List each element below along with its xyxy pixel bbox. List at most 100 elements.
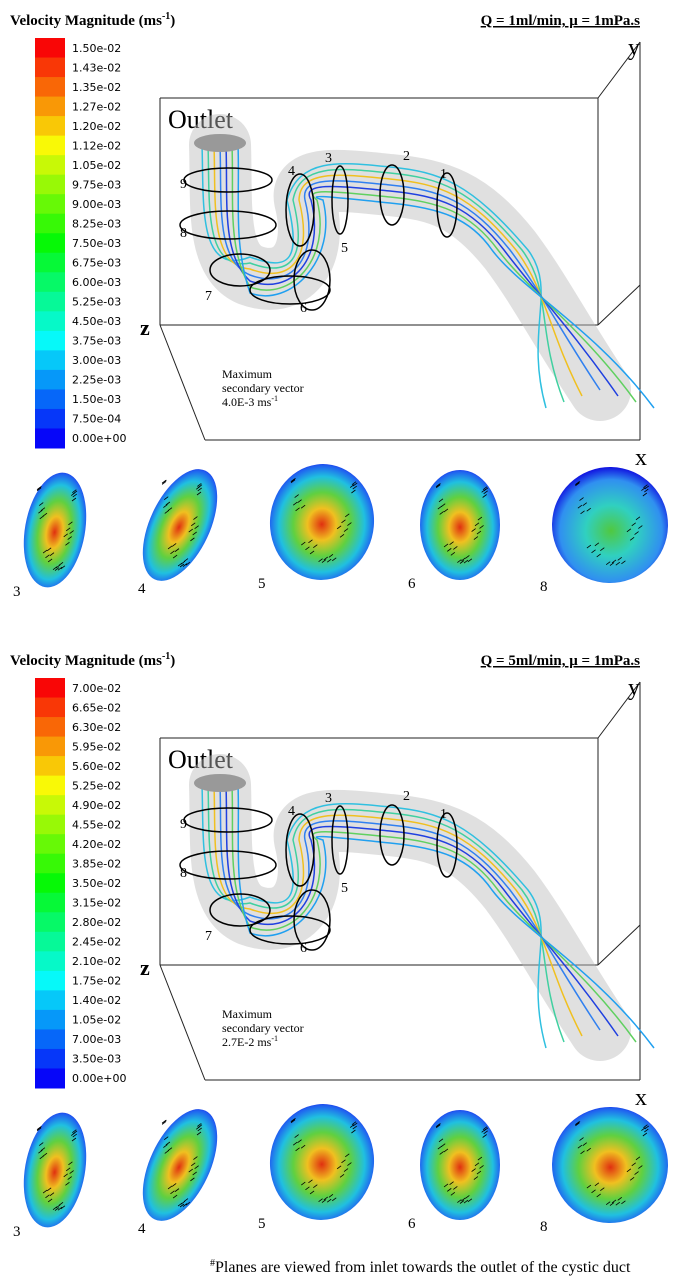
section-label: 5 xyxy=(258,576,266,592)
plane-label: 4 xyxy=(288,164,295,179)
colorbar-swatch xyxy=(35,428,65,448)
section-label: 3 xyxy=(13,584,21,600)
section-label: 5 xyxy=(258,1216,266,1232)
colorbar-swatch xyxy=(35,214,65,234)
section-label: 6 xyxy=(408,1216,416,1232)
cross-section xyxy=(15,1108,94,1233)
axis-x: x xyxy=(635,1085,647,1111)
colorbar-label: 4.50e-03 xyxy=(72,315,121,328)
annotation-value: 2.7E-2 ms-1 xyxy=(222,1034,278,1049)
colorbar-swatch xyxy=(35,97,65,117)
footnote: #Planes are viewed from inlet towards th… xyxy=(210,1258,631,1276)
plane-label: 2 xyxy=(403,149,410,164)
colorbar-swatch xyxy=(35,58,65,78)
colorbar-swatch xyxy=(35,38,65,58)
colorbar-label: 0.00e+00 xyxy=(72,432,126,445)
colorbar-label: 6.75e-03 xyxy=(72,257,121,270)
section-label: 8 xyxy=(540,579,548,595)
colorbar-swatch xyxy=(35,1049,65,1069)
colorbar-swatch xyxy=(35,795,65,815)
cross-section xyxy=(543,458,675,592)
annotation-sup: -1 xyxy=(271,394,278,403)
axis-x: x xyxy=(635,445,647,471)
colorbar-label: 1.50e-03 xyxy=(72,393,121,406)
cross-section xyxy=(127,458,232,592)
title-sup: -1 xyxy=(162,651,170,662)
annotation-value-text: 4.0E-3 ms xyxy=(222,395,272,409)
plane-label: 9 xyxy=(180,177,187,192)
title-sup: -1 xyxy=(162,11,170,22)
footnote-text: Planes are viewed from inlet towards the… xyxy=(215,1259,631,1276)
annotation-value-text: 2.7E-2 ms xyxy=(222,1035,272,1049)
colorbar-label: 2.10e-02 xyxy=(72,955,121,968)
section-label: 4 xyxy=(138,581,146,597)
colorbar-label: 1.27e-02 xyxy=(72,100,121,113)
colorbar-label: 5.95e-02 xyxy=(72,740,121,753)
colorbar-swatch xyxy=(35,136,65,156)
colorbar-label: 3.00e-03 xyxy=(72,354,121,367)
colorbar-label: 2.25e-03 xyxy=(72,374,121,387)
colorbar-swatch xyxy=(35,233,65,253)
colorbar-title: Velocity Magnitude (ms-1) xyxy=(10,651,175,669)
axis-z: z xyxy=(140,955,150,980)
cross-section xyxy=(15,468,94,593)
box-edge xyxy=(160,325,205,440)
colorbar-label: 2.80e-02 xyxy=(72,916,121,929)
colorbar-label: 4.55e-02 xyxy=(72,818,121,831)
plane-label: 3 xyxy=(325,791,332,806)
colorbar-swatch xyxy=(35,311,65,331)
colorbar-swatch xyxy=(35,893,65,913)
colorbar-swatch xyxy=(35,912,65,932)
condition: Q = 1ml/min, μ = 1mPa.s xyxy=(481,13,641,29)
colorbar-swatch xyxy=(35,389,65,409)
colorbar-swatch xyxy=(35,990,65,1010)
colorbar-label: 3.75e-03 xyxy=(72,335,121,348)
colorbar-swatch xyxy=(35,331,65,351)
colorbar-label: 5.25e-03 xyxy=(72,296,121,309)
condition: Q = 5ml/min, μ = 1mPa.s xyxy=(481,653,641,669)
annotation-value: 4.0E-3 ms-1 xyxy=(222,394,278,409)
plane-label: 7 xyxy=(205,289,212,304)
colorbar-label: 9.00e-03 xyxy=(72,198,121,211)
colorbar-swatch xyxy=(35,873,65,893)
colorbar-label: 3.85e-02 xyxy=(72,857,121,870)
annotation-line: Maximum xyxy=(222,1007,273,1021)
colorbar-swatch xyxy=(35,155,65,175)
title-text: Velocity Magnitude (ms xyxy=(10,13,162,29)
colorbar-swatch xyxy=(35,1029,65,1049)
colorbar-label: 7.00e-02 xyxy=(72,682,121,695)
plane-label: 1 xyxy=(440,807,447,822)
plane-label: 8 xyxy=(180,866,187,881)
cross-section xyxy=(265,460,379,585)
colorbar-swatch xyxy=(35,854,65,874)
colorbar-title: Velocity Magnitude (ms-1) xyxy=(10,11,175,29)
colorbar-label: 1.20e-02 xyxy=(72,120,121,133)
colorbar-label: 3.15e-02 xyxy=(72,897,121,910)
colorbar-swatch xyxy=(35,971,65,991)
panel: Velocity Magnitude (ms-1) Q = 5ml/min, μ … xyxy=(10,651,675,1240)
section-label: 8 xyxy=(540,1219,548,1235)
colorbar-label: 1.35e-02 xyxy=(72,81,121,94)
colorbar-swatch xyxy=(35,932,65,952)
colorbar-swatch xyxy=(35,370,65,390)
plane-label: 9 xyxy=(180,817,187,832)
panel: Velocity Magnitude (ms-1) Q = 1ml/min, μ … xyxy=(10,11,675,600)
colorbar-label: 6.00e-03 xyxy=(72,276,121,289)
colorbar-swatch xyxy=(35,194,65,214)
cross-section xyxy=(127,1098,232,1232)
colorbar-label: 8.25e-03 xyxy=(72,217,121,230)
annotation-line: secondary vector xyxy=(222,1021,304,1035)
annotation-sup: -1 xyxy=(271,1034,278,1043)
colorbar-swatch xyxy=(35,737,65,757)
colorbar-label: 6.30e-02 xyxy=(72,721,121,734)
colorbar-swatch xyxy=(35,834,65,854)
plane-label: 5 xyxy=(341,241,348,256)
colorbar-swatch xyxy=(35,1068,65,1088)
outlet-cap xyxy=(194,774,246,792)
colorbar-label: 4.20e-02 xyxy=(72,838,121,851)
cross-section xyxy=(543,1098,675,1232)
plane-label: 6 xyxy=(300,301,307,316)
colorbar-label: 1.40e-02 xyxy=(72,994,121,1007)
outlet-cap xyxy=(194,134,246,152)
colorbar-swatch xyxy=(35,175,65,195)
